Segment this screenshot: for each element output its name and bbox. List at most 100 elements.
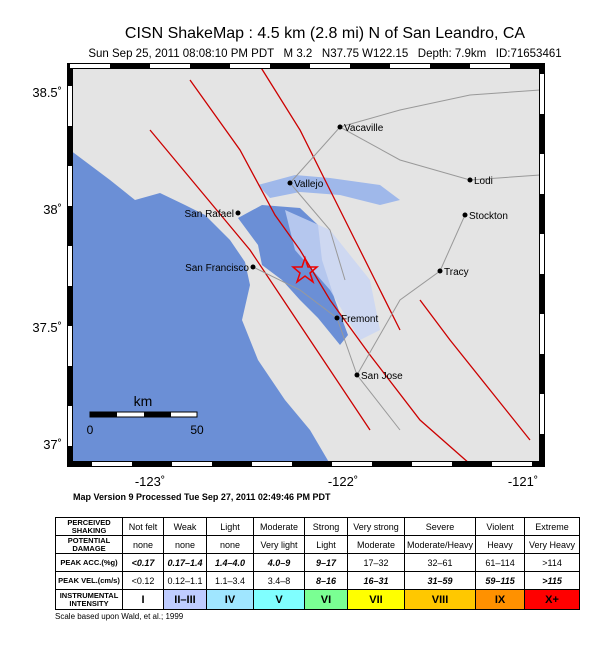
version-note: Map Version 9 Processed Tue Sep 27, 2011… [73,492,331,502]
legend-cell: >114 [524,553,581,572]
city-label: San Francisco [185,263,249,274]
legend-cell: 0.12–1.1 [163,571,207,590]
epicenter [290,255,320,285]
legend-cell: 4.0–9 [253,553,305,572]
city-dot [467,177,473,183]
row-label-line: PEAK VEL.(cm/s) [58,575,120,585]
legend-cell: Severe [403,517,477,536]
scale-start: 0 [87,423,94,437]
lon-label: -122˚ [328,474,358,489]
legend-cell: Heavy [475,535,526,554]
legend-cell: Weak [163,517,207,536]
legend-row: POTENTIAL DAMAGE none none none Very light Lig… [55,535,581,554]
faults [149,65,531,465]
city-label: Tracy [444,267,469,278]
legend-cell: V [253,589,305,610]
legend-cell: none [122,535,164,554]
city-label: Stockton [469,211,508,222]
legend-cell: Violent [475,517,526,536]
city-label: Vallejo [294,179,324,190]
city-dot [287,180,293,186]
lat-label: 37.5˚ [32,320,62,335]
legend-cell: 1.1–3.4 [206,571,254,590]
legend-row: PEAK ACC.(%g) <0.17 0.17–1.4 1.4–4.0 4.0–9 9–… [55,553,581,572]
map-figure: CISN ShakeMap : 4.5 km (2.8 mi) N of San… [32,25,561,502]
scale-unit: km [134,393,153,409]
title: CISN ShakeMap : 4.5 km (2.8 mi) N of San… [125,25,526,42]
legend-cell: <0.12 [122,571,164,590]
bay [238,205,348,345]
row-label: INSTRUMENTAL INTENSITY [55,589,123,610]
legend-cell: Moderate [253,517,305,536]
scale-bar-seg [144,412,171,417]
row-label-line: INTENSITY [69,598,109,608]
cities: Vacaville Vallejo Lodi San Rafael Stockton Sa… [185,123,508,382]
legend-cell: 16–31 [347,571,405,590]
row-label-line: INSTRUMENTAL [59,590,119,600]
city-dot [334,315,340,321]
intensity-legend: PERCEIVED SHAKING Not felt Weak Light Moderat… [55,517,581,610]
legend-cell: II–III [163,589,207,610]
legend-cell: 17–32 [347,553,405,572]
scale-end: 50 [190,423,204,437]
lat-label: 38˚ [43,202,62,217]
row-label: POTENTIAL DAMAGE [55,535,123,554]
legend-cell: >115 [524,571,581,590]
subtitle: Sun Sep 25, 2011 08:08:10 PM PDT M 3.2 N… [88,48,561,60]
city-label: Vacaville [344,123,384,134]
delta [258,175,400,205]
legend-cell: 1.4–4.0 [206,553,254,572]
row-label-line: PEAK ACC.(%g) [60,557,118,567]
row-label-line: DAMAGE [72,543,106,553]
legend-cell: none [163,535,207,554]
city-dot [354,372,360,378]
footnote: Scale based upon Wald, et al.; 1999 [55,612,184,621]
city-dot [250,264,256,270]
scale-bar-seg [90,412,117,417]
city-label: San Jose [361,371,403,382]
legend-row: PERCEIVED SHAKING Not felt Weak Light Moderat… [55,517,581,536]
lat-label: 37˚ [43,437,62,452]
frame-checker [68,64,544,466]
row-label-line: POTENTIAL [67,535,111,545]
legend-cell: I [122,589,164,610]
legend-cell: 3.4–8 [253,571,305,590]
row-label: PEAK VEL.(cm/s) [55,571,123,590]
legend-cell: Very Heavy [524,535,581,554]
axis-labels: 38.5˚ 38˚ 37.5˚ 37˚ -123˚ -122˚ -121˚ [32,85,538,489]
legend-cell: Very strong [347,517,405,536]
lon-label: -123˚ [135,474,165,489]
map [67,63,545,467]
legend-cell: Moderate [347,535,405,554]
row-label-line: PERCEIVED [67,517,111,527]
legend-cell: 32–61 [403,553,477,572]
legend-row: PEAK VEL.(cm/s) <0.12 0.12–1.1 1.1–3.4 3.4–8… [55,571,581,590]
legend-cell: Extreme [524,517,581,536]
legend-cell: Light [206,517,254,536]
lat-label: 38.5˚ [32,85,62,100]
lon-label: -121˚ [508,474,538,489]
city-dot [337,124,343,130]
legend-cell: 8–16 [304,571,348,590]
ocean [70,150,330,464]
city-dot [462,212,468,218]
scale-bar: km 0 50 [87,393,204,437]
legend-cell: VI [304,589,348,610]
legend-cell: 0.17–1.4 [163,553,207,572]
legend-cell: <0.17 [122,553,164,572]
row-label-line: SHAKING [71,525,107,535]
legend-cell: 59–115 [475,571,526,590]
row-label: PEAK ACC.(%g) [55,553,123,572]
legend-cell: IX [475,589,526,610]
legend-cell: VII [347,589,405,610]
legend-cell: 61–114 [475,553,526,572]
city-dot [437,268,443,274]
legend-cell: Strong [304,517,348,536]
legend-cell: Not felt [122,517,164,536]
row-label: PERCEIVED SHAKING [55,517,123,536]
legend-cell: Moderate/Heavy [403,535,477,554]
city-dot [235,210,241,216]
city-label: Fremont [341,314,378,325]
legend-cell: 31–59 [403,571,477,590]
